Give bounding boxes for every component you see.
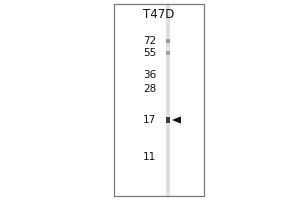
- Bar: [114, 4, 204, 196]
- Bar: [166, 51, 170, 55]
- Text: 17: 17: [143, 115, 156, 125]
- Text: T47D: T47D: [143, 7, 175, 21]
- Bar: [114, 4, 204, 196]
- Polygon shape: [172, 116, 181, 124]
- Text: 72: 72: [143, 36, 156, 46]
- Bar: [166, 4, 170, 196]
- Text: 28: 28: [143, 84, 156, 94]
- Bar: [166, 117, 170, 123]
- Bar: [166, 39, 170, 43]
- Text: 11: 11: [143, 152, 156, 162]
- Text: 36: 36: [143, 70, 156, 80]
- Text: 55: 55: [143, 48, 156, 58]
